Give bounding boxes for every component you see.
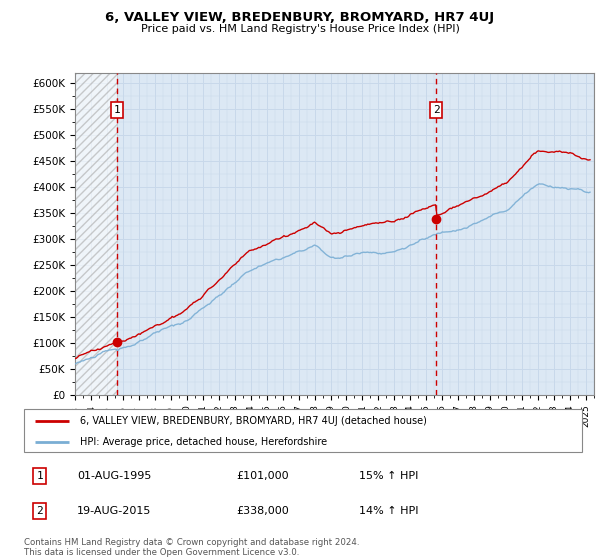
Text: 1: 1 [36, 471, 43, 481]
FancyBboxPatch shape [24, 409, 582, 452]
Text: £101,000: £101,000 [236, 471, 289, 481]
Text: 1: 1 [113, 105, 120, 115]
Text: Price paid vs. HM Land Registry's House Price Index (HPI): Price paid vs. HM Land Registry's House … [140, 24, 460, 34]
Bar [75, 73, 117, 395]
Text: 2: 2 [36, 506, 43, 516]
Text: 6, VALLEY VIEW, BREDENBURY, BROMYARD, HR7 4UJ (detached house): 6, VALLEY VIEW, BREDENBURY, BROMYARD, HR… [80, 416, 427, 426]
Text: 19-AUG-2015: 19-AUG-2015 [77, 506, 151, 516]
Text: Contains HM Land Registry data © Crown copyright and database right 2024.
This d: Contains HM Land Registry data © Crown c… [24, 538, 359, 557]
Text: 14% ↑ HPI: 14% ↑ HPI [359, 506, 418, 516]
Text: £338,000: £338,000 [236, 506, 289, 516]
Text: 2: 2 [433, 105, 440, 115]
Text: 6, VALLEY VIEW, BREDENBURY, BROMYARD, HR7 4UJ: 6, VALLEY VIEW, BREDENBURY, BROMYARD, HR… [106, 11, 494, 24]
Text: HPI: Average price, detached house, Herefordshire: HPI: Average price, detached house, Here… [80, 437, 327, 446]
Text: 15% ↑ HPI: 15% ↑ HPI [359, 471, 418, 481]
Text: 01-AUG-1995: 01-AUG-1995 [77, 471, 151, 481]
